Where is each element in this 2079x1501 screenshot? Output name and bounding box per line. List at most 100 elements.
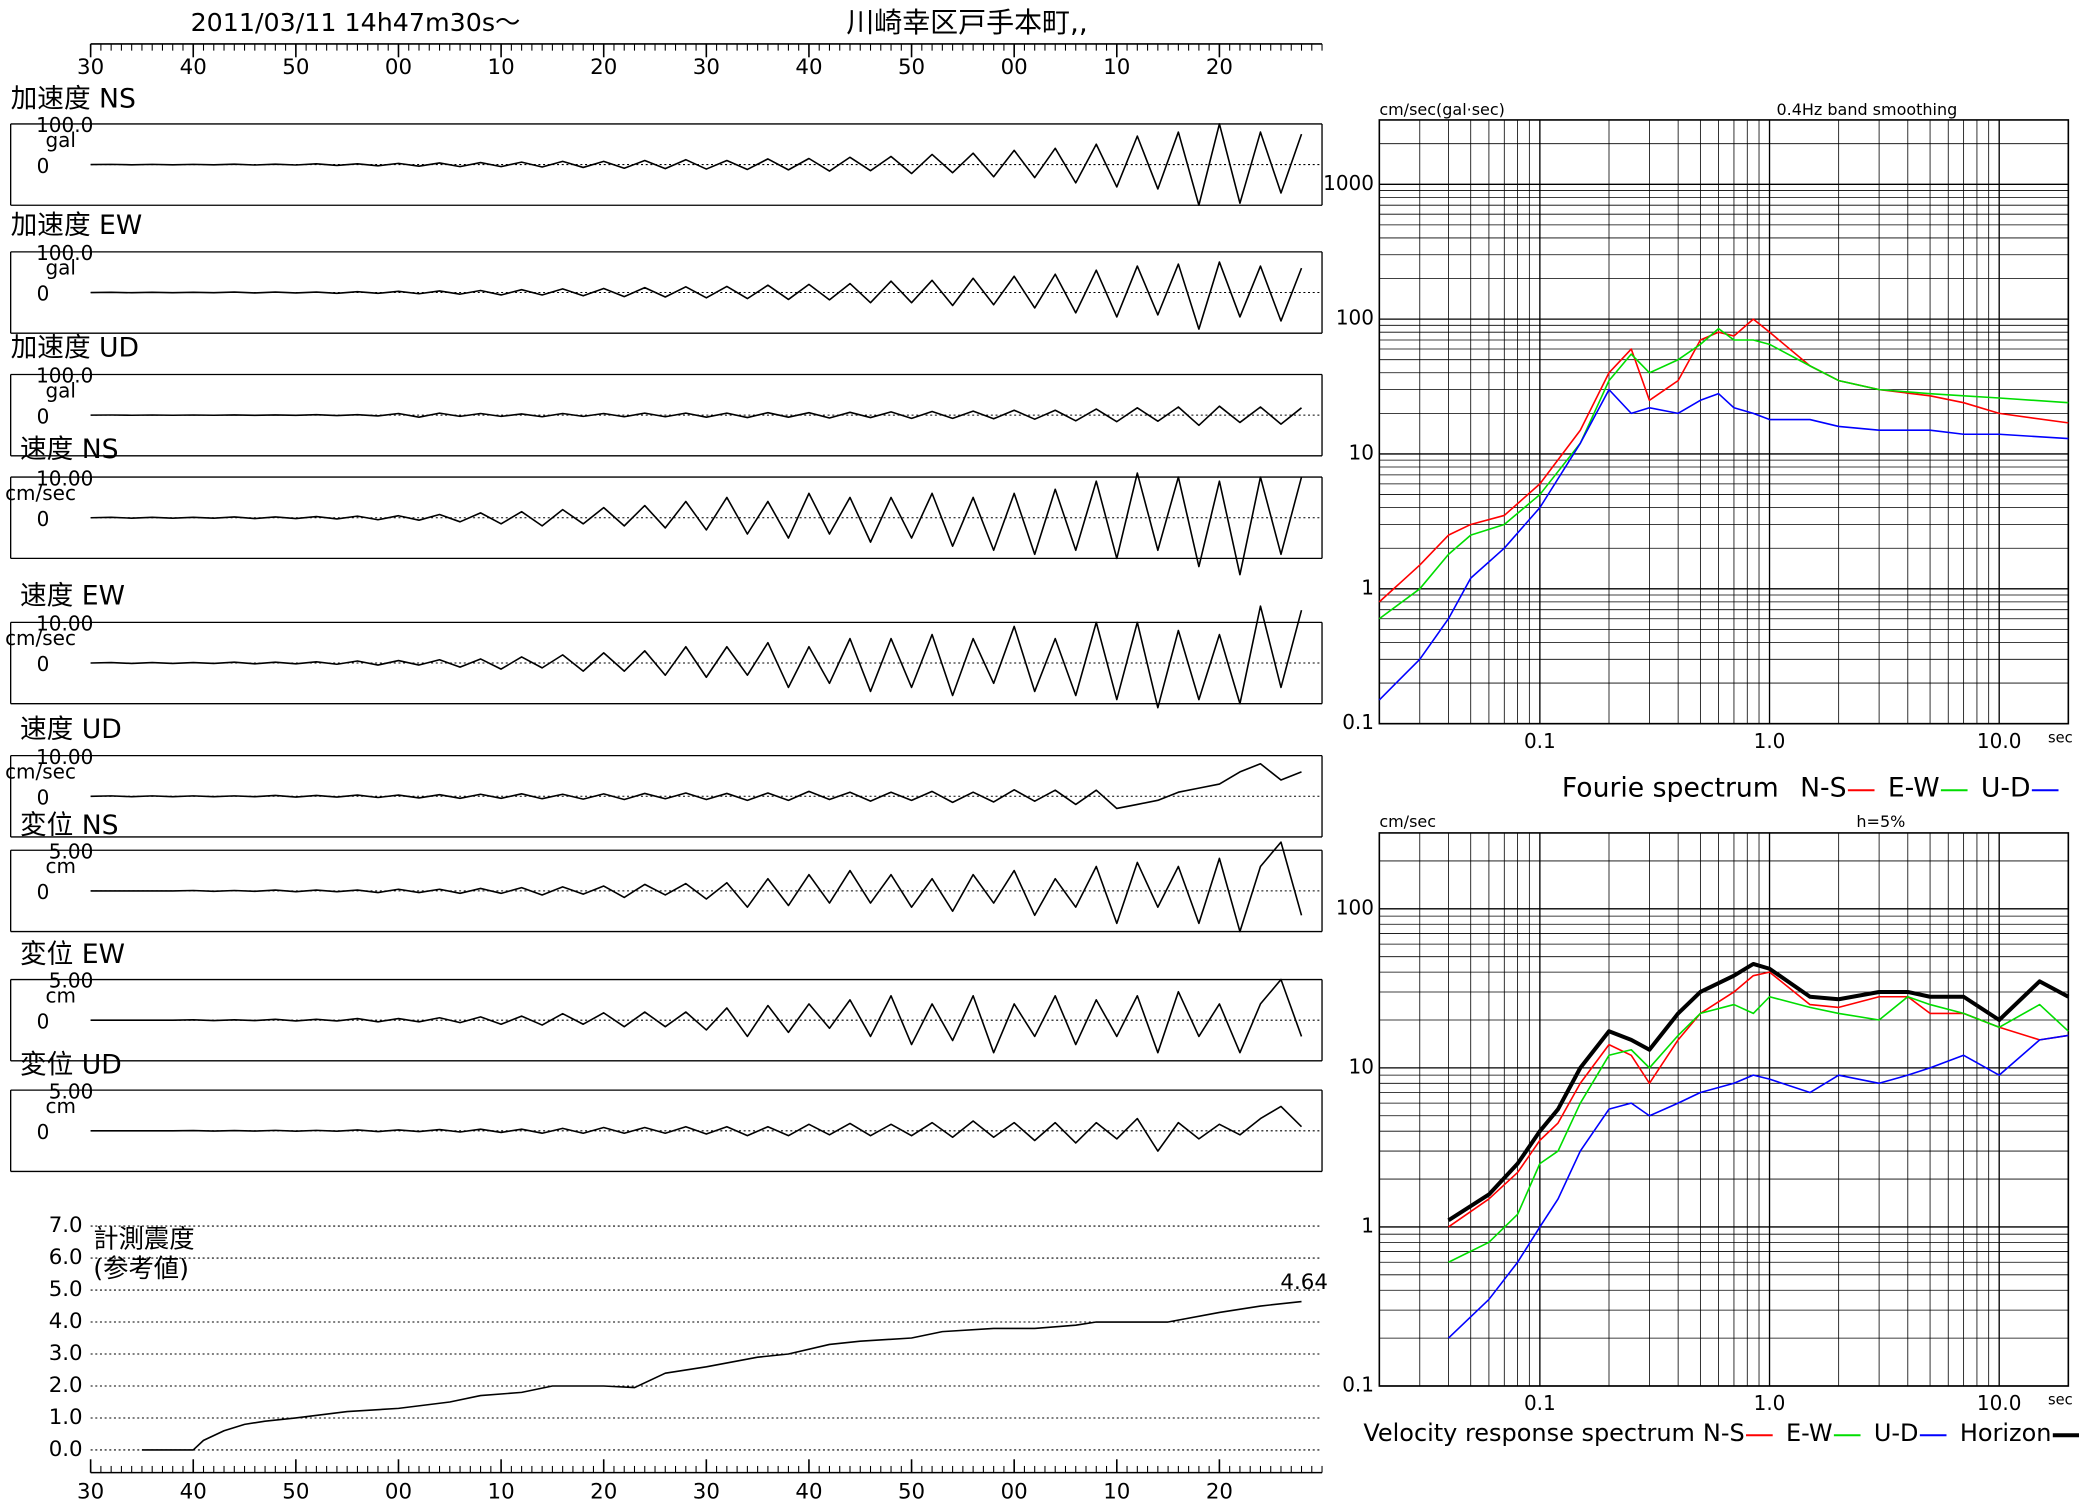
trace-zero-label: 0 [37,1120,50,1144]
trace-title: 速度 EW [20,581,125,612]
note: h=5% [1856,812,1905,831]
trace-scale-label: 10.00 [36,745,93,769]
time-tick-label: 50 [898,1480,925,1501]
x-tick-label: 1.0 [1754,729,1786,753]
time-tick-label: 50 [282,55,309,80]
y-tick-label: 3.0 [49,1341,83,1366]
y-tick-label: 7.0 [49,1213,83,1238]
trace-title: 変位 UD [20,1050,122,1081]
trace-unit: cm [46,983,76,1007]
station-location: 川崎幸区戸手本町,, [846,6,1088,39]
data-line [1447,961,2070,1223]
y-tick-label: 5.0 [49,1277,83,1302]
trace-unit: gal [45,128,75,152]
trace-scale-label: 10.00 [36,466,93,490]
data-line [141,1300,1302,1451]
trace-unit: cm [46,854,76,878]
trace-unit: cm/sec [5,481,76,505]
y-tick-label: 100 [1336,895,1374,919]
data-line [90,762,1302,810]
trace-zero-label: 0 [37,154,50,178]
trace-scale-label: 100.0 [36,364,93,388]
y-tick-label: 1000 [1323,171,1374,195]
legend-label: N-S [1800,772,1846,803]
record-datetime: 2011/03/11 14h47m30s～ [191,7,521,37]
data-line [1378,388,2069,701]
data-line [90,405,1303,427]
x-axis-label: sec [2048,729,2073,746]
time-tick-label: 20 [590,55,617,80]
time-tick-label: 40 [180,1480,207,1501]
trace-title: 速度 NS [20,434,119,465]
trace-scale-label: 100.0 [36,241,93,265]
time-tick-label: 30 [77,1480,104,1501]
x-tick-label: 1.0 [1754,1391,1786,1415]
time-tick-label: 10 [488,1480,515,1501]
trace-title: 加速度 UD [11,333,139,364]
legend-title: Velocity response spectrum [1363,1419,1695,1447]
trace-zero-label: 0 [37,282,50,306]
x-axis-label: sec [2048,1392,2073,1409]
data-line [1448,971,2069,1228]
legend-label: E-W [1786,1419,1833,1447]
time-tick-label: 50 [898,55,925,80]
intensity-label: (参考値) [93,1253,189,1283]
time-tick-label: 30 [693,1480,720,1501]
time-tick-label: 30 [693,55,720,80]
trace-zero-label: 0 [37,785,50,809]
data-line [90,605,1303,709]
y-tick-label: 1 [1361,575,1374,599]
trace-title: 加速度 EW [11,210,143,241]
trace-scale-label: 100.0 [36,113,93,137]
trace-unit: cm [46,1094,76,1118]
y-axis-label: cm/sec [1379,812,1436,831]
x-tick-label: 10.0 [1977,1391,2022,1415]
data-line [90,841,1303,933]
y-tick-label: 0.1 [1342,710,1374,734]
trace-title: 速度 UD [20,714,122,745]
data-line [1448,995,2069,1263]
legend-label: Horizon [1960,1419,2052,1447]
y-tick-label: 2.0 [49,1373,83,1398]
time-tick-label: 20 [590,1480,617,1501]
y-tick-label: 1.0 [49,1405,83,1430]
time-tick-label: 00 [385,1480,412,1501]
y-tick-label: 4.0 [49,1309,83,1334]
y-tick-label: 100 [1336,306,1374,330]
trace-unit: cm/sec [5,626,76,650]
time-tick-label: 50 [282,1480,309,1501]
data-line [90,123,1303,207]
legend-label: U-D [1981,772,2031,803]
time-tick-label: 40 [795,1480,822,1501]
data-line [90,472,1303,576]
x-tick-label: 10.0 [1977,729,2022,753]
y-tick-label: 6.0 [49,1245,83,1270]
time-tick-label: 10 [488,55,515,80]
y-tick-label: 1 [1361,1213,1374,1237]
time-tick-label: 40 [180,55,207,80]
trace-scale-label: 5.00 [49,1079,94,1103]
y-axis-label: cm/sec(gal·sec) [1379,100,1505,119]
time-tick-label: 10 [1103,55,1130,80]
trace-zero-label: 0 [37,652,50,676]
time-tick-label: 40 [795,55,822,80]
trace-scale-label: 5.00 [49,969,94,993]
note: 0.4Hz band smoothing [1776,100,1957,119]
legend-title: Fourie spectrum [1562,772,1779,803]
time-tick-label: 00 [385,55,412,80]
intensity-label: 計測震度 [93,1224,194,1254]
y-tick-label: 0.1 [1342,1372,1374,1396]
trace-zero-label: 0 [37,1009,50,1033]
data-line [90,1105,1303,1152]
annotation: 4.64 [1280,1270,1327,1295]
time-tick-label: 20 [1206,55,1233,80]
data-line [90,978,1303,1054]
trace-zero-label: 0 [37,404,50,428]
y-tick-label: 0.0 [49,1437,83,1462]
y-tick-label: 10 [1349,1054,1374,1078]
trace-title: 変位 EW [20,939,125,970]
time-tick-label: 10 [1103,1480,1130,1501]
